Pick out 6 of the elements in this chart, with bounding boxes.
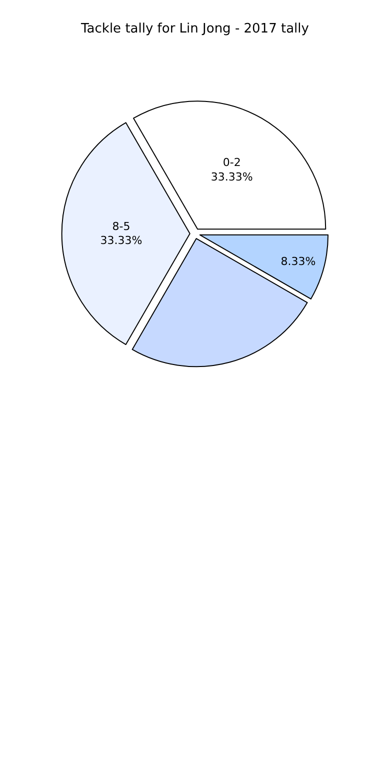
slice-label: 0-2 xyxy=(222,156,241,170)
slice-label: 8-5 xyxy=(112,220,130,233)
data-label: 8.33% xyxy=(280,254,316,268)
data-label: 33.33% xyxy=(210,170,253,184)
chart-title: Tackle tally for Lin Jong - 2017 tally xyxy=(80,22,310,36)
data-label: 33.33% xyxy=(100,234,142,248)
